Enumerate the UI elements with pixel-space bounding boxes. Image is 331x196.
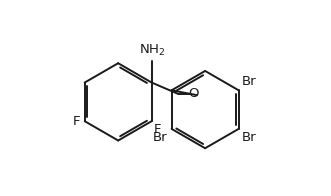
Text: F: F (154, 123, 161, 136)
Text: F: F (72, 115, 80, 128)
Text: Br: Br (242, 131, 256, 144)
Text: O: O (188, 87, 198, 100)
Text: NH$_2$: NH$_2$ (139, 43, 166, 58)
Text: Br: Br (242, 75, 256, 88)
Text: Br: Br (153, 131, 168, 144)
